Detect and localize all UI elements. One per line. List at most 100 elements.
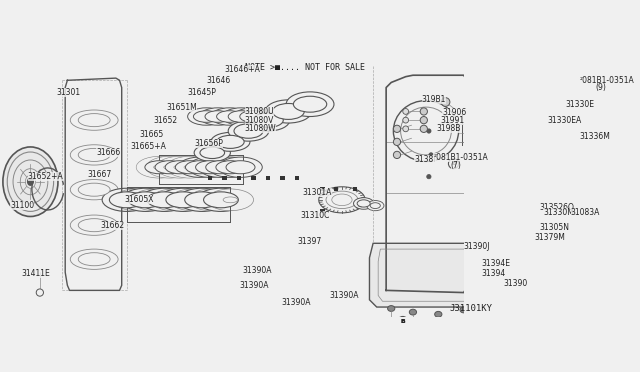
Text: 31310C: 31310C [301, 211, 330, 220]
Ellipse shape [166, 192, 201, 208]
Ellipse shape [166, 156, 213, 178]
Ellipse shape [136, 156, 182, 178]
Text: 31666: 31666 [97, 148, 120, 157]
Ellipse shape [188, 157, 232, 177]
Bar [252, 176, 256, 180]
Ellipse shape [177, 188, 227, 211]
Circle shape [420, 108, 428, 115]
Text: 31390A: 31390A [239, 281, 269, 290]
Ellipse shape [159, 188, 208, 211]
Ellipse shape [145, 161, 174, 174]
Text: (9): (9) [595, 83, 606, 92]
Ellipse shape [273, 103, 304, 119]
Ellipse shape [198, 157, 242, 177]
Ellipse shape [223, 108, 260, 125]
Circle shape [427, 129, 431, 133]
Bar [280, 176, 285, 180]
Text: 31330M: 31330M [543, 208, 574, 217]
Circle shape [394, 125, 401, 132]
Circle shape [397, 317, 408, 327]
Circle shape [429, 153, 433, 157]
Ellipse shape [157, 156, 203, 178]
Ellipse shape [70, 215, 118, 235]
Circle shape [420, 125, 428, 132]
Ellipse shape [70, 180, 118, 200]
Ellipse shape [234, 124, 263, 138]
Text: 31656P: 31656P [194, 139, 223, 148]
Text: 31330EA: 31330EA [547, 116, 581, 125]
Ellipse shape [493, 275, 500, 281]
Text: 31411E: 31411E [22, 269, 51, 278]
Ellipse shape [199, 108, 237, 125]
Ellipse shape [184, 165, 196, 169]
Bar [237, 176, 241, 180]
Text: 31394E: 31394E [482, 259, 511, 268]
Ellipse shape [265, 100, 312, 123]
Text: 31991: 31991 [440, 116, 465, 125]
Bar [208, 176, 212, 180]
Ellipse shape [194, 144, 230, 161]
Text: 31667: 31667 [87, 170, 111, 179]
Ellipse shape [70, 145, 118, 165]
Ellipse shape [166, 197, 181, 203]
Ellipse shape [200, 147, 225, 158]
Bar [223, 176, 227, 180]
Ellipse shape [78, 219, 110, 232]
Ellipse shape [78, 183, 110, 196]
Ellipse shape [219, 157, 262, 177]
Ellipse shape [234, 108, 271, 125]
Ellipse shape [109, 192, 144, 208]
Text: 31080U: 31080U [245, 107, 275, 116]
Ellipse shape [293, 96, 327, 112]
Text: 31651M: 31651M [166, 103, 197, 112]
Bar [266, 176, 270, 180]
Text: 3138I: 3138I [414, 155, 436, 164]
Ellipse shape [253, 113, 284, 127]
Text: B: B [451, 161, 456, 166]
Text: 319B1: 319B1 [422, 95, 446, 105]
Text: 313526Q: 313526Q [540, 203, 575, 212]
Text: B: B [401, 319, 405, 324]
Text: B: B [401, 319, 405, 324]
Text: 31305N: 31305N [540, 223, 570, 232]
Ellipse shape [178, 157, 221, 177]
Ellipse shape [367, 201, 384, 211]
Ellipse shape [78, 148, 110, 161]
Ellipse shape [460, 307, 467, 313]
Ellipse shape [493, 266, 500, 272]
Text: 31390J: 31390J [463, 243, 490, 251]
Circle shape [403, 126, 408, 132]
Bar [320, 209, 324, 213]
Text: 31390A: 31390A [242, 266, 271, 275]
Text: 31301A: 31301A [303, 188, 332, 197]
Text: 31645P: 31645P [187, 88, 216, 97]
Ellipse shape [186, 197, 200, 203]
Circle shape [551, 215, 557, 221]
Circle shape [403, 109, 408, 114]
Ellipse shape [158, 157, 202, 177]
Ellipse shape [154, 165, 165, 169]
Text: 31665+A: 31665+A [131, 142, 166, 151]
Ellipse shape [209, 157, 252, 177]
Text: 3198B: 3198B [436, 124, 461, 133]
Circle shape [551, 237, 557, 243]
Text: 31336M: 31336M [580, 132, 611, 141]
Ellipse shape [216, 111, 243, 122]
Ellipse shape [353, 198, 374, 209]
Text: 31100: 31100 [10, 201, 35, 210]
Ellipse shape [228, 111, 254, 122]
Text: ²081B1-0351A: ²081B1-0351A [580, 76, 634, 85]
Circle shape [545, 236, 553, 243]
Text: 31390A: 31390A [330, 291, 359, 300]
Text: NOTE >■.... NOT FOR SALE: NOTE >■.... NOT FOR SALE [245, 63, 365, 72]
Text: 31330E: 31330E [565, 100, 594, 109]
Bar [320, 187, 324, 191]
Ellipse shape [155, 161, 184, 174]
Text: 31646: 31646 [207, 76, 230, 85]
Circle shape [441, 98, 450, 106]
Circle shape [36, 289, 44, 296]
Ellipse shape [78, 253, 110, 266]
Ellipse shape [3, 147, 58, 217]
Ellipse shape [188, 189, 235, 211]
Text: 31652: 31652 [154, 116, 178, 125]
